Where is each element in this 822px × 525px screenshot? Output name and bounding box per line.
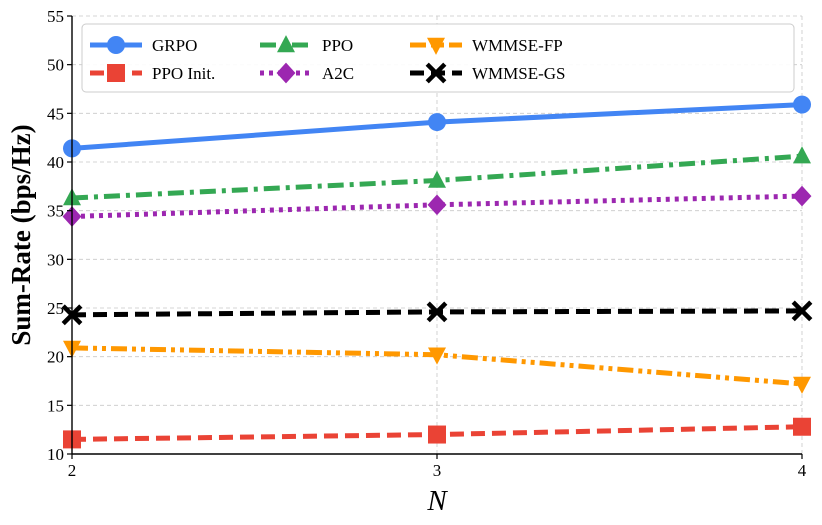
data-point-a2c xyxy=(792,185,812,207)
legend-label-a2c: A2C xyxy=(322,64,354,83)
legend: GRPO PPO Init. PPO A2C WMMSE-FP WMMSE-GS xyxy=(81,23,795,93)
legend-label-wmmse-gs: WMMSE-GS xyxy=(472,64,566,83)
data-point-ppo xyxy=(428,170,446,188)
legend-marker-ppo xyxy=(277,35,295,53)
y-tick-label: 45 xyxy=(47,104,64,123)
y-tick-label: 35 xyxy=(47,202,64,221)
data-point-a2c xyxy=(427,194,447,216)
tick-labels: 10 15 20 25 30 35 40 45 50 55 2 3 4 xyxy=(47,7,807,480)
legend-item-ppo-init: PPO Init. xyxy=(90,64,215,83)
y-tick-label: 25 xyxy=(47,299,64,318)
y-tick-label: 10 xyxy=(47,445,64,464)
legend-label-wmmse-fp: WMMSE-FP xyxy=(472,36,563,55)
data-point-wmmse-fp xyxy=(793,376,811,394)
legend-label-grpo: GRPO xyxy=(152,36,197,55)
series-grpo xyxy=(63,95,811,158)
legend-label-ppo: PPO xyxy=(322,36,353,55)
x-tick-label: 4 xyxy=(798,461,807,480)
y-axis-label: Sum-Rate (bps/Hz) xyxy=(6,124,36,345)
legend-item-grpo: GRPO xyxy=(90,36,197,55)
data-point-grpo xyxy=(428,113,446,132)
y-tick-label: 40 xyxy=(47,153,64,172)
series-layer xyxy=(61,95,813,449)
legend-item-a2c: A2C xyxy=(260,62,354,84)
legend-item-ppo: PPO xyxy=(260,35,353,55)
data-point-ppo-init xyxy=(428,425,446,444)
y-tick-label: 30 xyxy=(47,250,64,269)
legend-marker-grpo xyxy=(107,36,125,54)
data-point-ppo-init xyxy=(793,417,811,436)
legend-marker-wmmse-gs xyxy=(425,62,447,84)
data-point-wmmse-gs xyxy=(426,301,448,323)
y-tick-label: 50 xyxy=(47,56,64,75)
x-axis-label: N xyxy=(426,485,448,517)
y-tick-label: 20 xyxy=(47,348,64,367)
data-point-ppo xyxy=(793,146,811,164)
x-tick-label: 3 xyxy=(433,461,442,480)
data-point-wmmse-gs xyxy=(791,300,813,322)
y-tick-label: 15 xyxy=(47,396,64,415)
legend-marker-a2c xyxy=(276,62,296,84)
legend-marker-wmmse-fp xyxy=(427,37,445,55)
legend-item-wmmse-fp: WMMSE-FP xyxy=(410,36,563,55)
data-point-wmmse-fp xyxy=(428,347,446,365)
legend-label-ppo-init: PPO Init. xyxy=(152,64,215,83)
series-a2c xyxy=(62,185,812,227)
legend-marker-ppo-init xyxy=(107,64,125,82)
data-point-grpo xyxy=(793,95,811,114)
legend-item-wmmse-gs: WMMSE-GS xyxy=(410,62,566,84)
x-tick-label: 2 xyxy=(68,461,77,480)
y-tick-label: 55 xyxy=(47,7,64,26)
